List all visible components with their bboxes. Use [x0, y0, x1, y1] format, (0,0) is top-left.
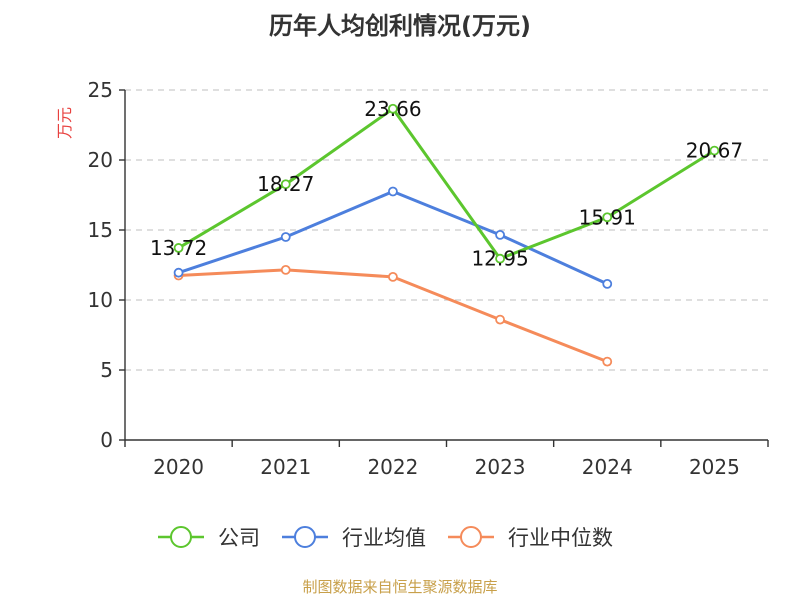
- series-point: [280, 179, 291, 190]
- x-tick-label: 2024: [582, 455, 633, 479]
- series-line: [178, 190, 608, 286]
- y-axis-unit-label: 万元: [55, 107, 74, 139]
- y-tick-label: 10: [88, 288, 113, 312]
- legend-label: 公司: [218, 526, 260, 550]
- data-label-layer: 13.72 18.27 23.66 12.95 15.91 20.67: [150, 97, 743, 271]
- x-tick-label: 2020: [153, 455, 204, 479]
- y-tick-label: 20: [88, 148, 113, 172]
- y-tick-label: 15: [88, 218, 113, 242]
- y-tick-label: 5: [100, 358, 113, 382]
- grid-layer: [125, 89, 768, 371]
- data-label: 12.95: [471, 247, 528, 271]
- legend-item[interactable]: 行业中位数: [448, 526, 613, 550]
- y-tick-label: 0: [100, 428, 113, 452]
- series-point: [388, 103, 398, 114]
- legend-item[interactable]: 行业均值: [282, 526, 426, 550]
- legend: 公司 行业均值 行业中位数: [158, 526, 613, 550]
- legend-marker-icon: [294, 526, 316, 548]
- series-point: [388, 271, 398, 282]
- data-label: 23.66: [364, 97, 421, 121]
- x-tick-label: 2022: [367, 455, 418, 479]
- series-layer: [173, 103, 720, 367]
- series-point: [280, 232, 291, 242]
- series-point: [173, 243, 184, 253]
- x-tick-label: 2023: [475, 455, 526, 479]
- series-point: [280, 264, 291, 275]
- series-line: [177, 107, 716, 261]
- series-point: [495, 253, 505, 264]
- data-label: 18.27: [257, 172, 314, 196]
- legend-marker-icon: [170, 526, 192, 548]
- series-point: [495, 229, 505, 240]
- data-label: 13.72: [150, 236, 207, 260]
- source-note: 制图数据来自恒生聚源数据库: [302, 578, 497, 596]
- legend-marker-icon: [460, 526, 482, 548]
- x-tick-label: 2025: [689, 455, 740, 479]
- data-label: 15.91: [579, 205, 636, 229]
- legend-label: 行业均值: [342, 526, 426, 550]
- y-tick-label: 25: [88, 78, 113, 102]
- series-point: [709, 145, 720, 156]
- series-point: [173, 267, 184, 278]
- series-point: [388, 186, 398, 197]
- chart-title: 历年人均创利情况(万元): [269, 12, 531, 40]
- series-point: [602, 212, 613, 223]
- series-point: [602, 356, 613, 367]
- x-tick-label: 2021: [260, 455, 311, 479]
- data-label: 20.67: [686, 139, 743, 163]
- series-line: [178, 268, 608, 363]
- series-point: [602, 278, 613, 289]
- legend-label: 行业中位数: [508, 526, 613, 550]
- legend-item[interactable]: 公司: [158, 526, 260, 550]
- series-point: [495, 314, 505, 325]
